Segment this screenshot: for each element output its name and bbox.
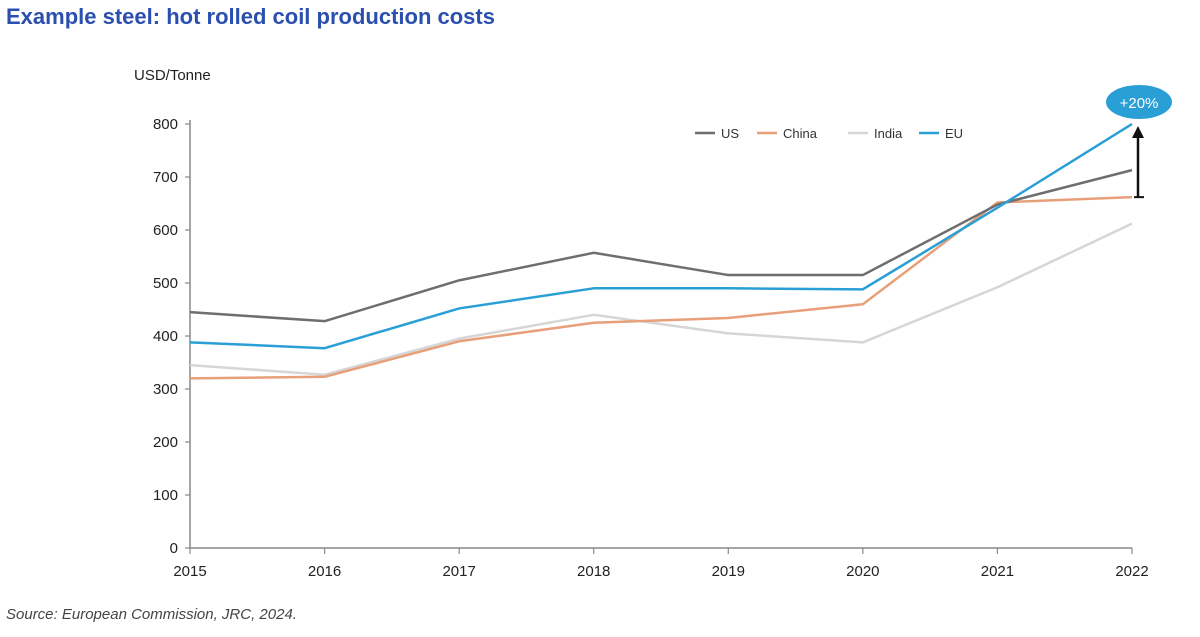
legend-label-us: US (721, 126, 739, 141)
series-lines (189, 122, 1133, 380)
page-title: Example steel: hot rolled coil productio… (6, 4, 495, 29)
x-tick-label: 2016 (308, 563, 341, 580)
x-tick-label: 2019 (712, 563, 745, 580)
series-line-china (189, 195, 1133, 380)
x-tick-label: 2017 (442, 563, 475, 580)
growth-annotation: +20% (1106, 85, 1172, 199)
x-tick-label: 2022 (1115, 563, 1148, 580)
y-tick-label: 0 (170, 540, 178, 557)
y-tick-label: 800 (153, 116, 178, 133)
y-tick-label: 600 (153, 222, 178, 239)
chart-legend: US China India EU (695, 126, 963, 141)
annotation-bubble (1106, 85, 1172, 119)
series-line-india (189, 222, 1133, 376)
y-axis-label: USD/Tonne (134, 67, 211, 84)
x-tick-label: 2020 (846, 563, 879, 580)
series-line-us (189, 168, 1133, 323)
annotation-text: +20% (1120, 95, 1159, 112)
source-note: Source: European Commission, JRC, 2024. (6, 606, 297, 623)
x-tick-label: 2021 (981, 563, 1014, 580)
x-tick-label: 2018 (577, 563, 610, 580)
y-tick-label: 700 (153, 169, 178, 186)
legend-label-china: China (783, 126, 818, 141)
y-tick-label: 500 (153, 275, 178, 292)
y-tick-label: 400 (153, 328, 178, 345)
y-tick-label: 200 (153, 434, 178, 451)
x-tick-label: 2015 (173, 563, 206, 580)
annotation-arrow-head (1132, 126, 1144, 138)
y-tick-label: 100 (153, 487, 178, 504)
series-line-eu (189, 122, 1133, 350)
chart-axes: 0 100 200 300 400 500 600 700 800 2015 2016 2017 201… (153, 116, 1149, 580)
legend-label-eu: EU (945, 126, 963, 141)
legend-label-india: India (874, 126, 903, 141)
y-tick-label: 300 (153, 381, 178, 398)
